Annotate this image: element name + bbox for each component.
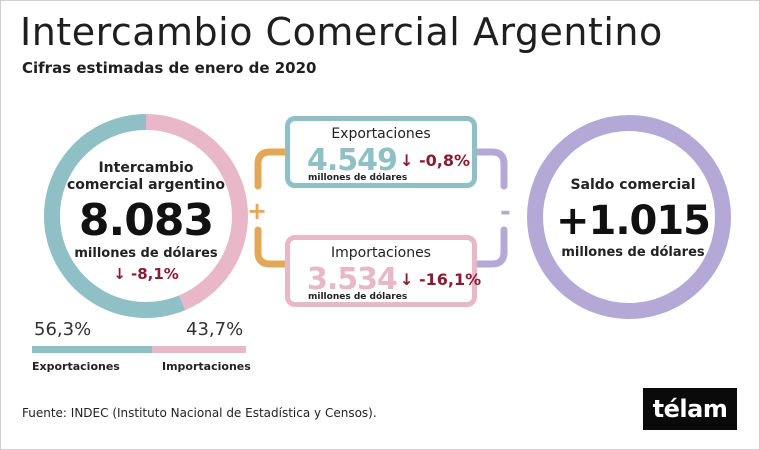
exports-title: Exportaciones (331, 126, 431, 142)
telam-logo: télam (643, 388, 737, 430)
imports-title: Importaciones (331, 245, 431, 261)
total-units: millones de dólares (74, 246, 218, 261)
imports-box: Importaciones 3.534 ↓ -16,1% millones de… (285, 235, 481, 307)
donut-slice-importaciones (145, 114, 248, 311)
balance-label: Saldo comercial (570, 177, 696, 193)
trade-share-donut (44, 114, 248, 318)
source-note: Fuente: INDEC (Instituto Nacional de Est… (22, 406, 377, 420)
page-subtitle: Cifras estimadas de enero de 2020 (22, 59, 317, 77)
imports-share-pct: 43,7% (186, 319, 244, 340)
balance-ring-circle (527, 115, 731, 319)
share-bar-importaciones (152, 346, 246, 353)
minus-connector-bottom (471, 226, 508, 268)
donut-slice-exportaciones (44, 114, 186, 318)
total-value: 8.083 (78, 195, 214, 246)
total-trade-center: Intercambio comercial argentino 8.083 mi… (44, 160, 248, 283)
plus-connector-top (254, 148, 291, 190)
share-bar-exportaciones (32, 346, 152, 353)
exports-box: Exportaciones 4.549 ↓ -0,8% millones de … (285, 116, 477, 188)
balance-units: millones de dólares (561, 245, 705, 260)
plus-connector-bottom (254, 226, 291, 268)
plus-sign: + (247, 197, 268, 225)
minus-sign: - (500, 197, 511, 227)
share-label-exportaciones: Exportaciones (32, 360, 120, 373)
total-label-line1: Intercambio (98, 160, 194, 176)
imports-change: ↓ -16,1% (400, 270, 482, 289)
balance-center: Saldo comercial +1.015 millones de dólar… (548, 177, 718, 260)
imports-units: millones de dólares (308, 292, 408, 302)
balance-ring (527, 115, 731, 319)
balance-value: +1.015 (555, 198, 711, 244)
minus-connector-top (471, 148, 508, 190)
share-split-bar (32, 346, 246, 353)
exports-share-pct: 56,3% (34, 319, 92, 340)
share-label-importaciones: Importaciones (162, 360, 251, 373)
exports-value: 4.549 (307, 143, 398, 178)
exports-units: millones de dólares (308, 173, 408, 183)
imports-value: 3.534 (307, 262, 398, 297)
page-title: Intercambio Comercial Argentino (20, 10, 663, 54)
total-change: ↓ -8,1% (113, 265, 179, 283)
total-label-line2: comercial argentino (66, 177, 226, 193)
exports-change: ↓ -0,8% (400, 151, 470, 170)
